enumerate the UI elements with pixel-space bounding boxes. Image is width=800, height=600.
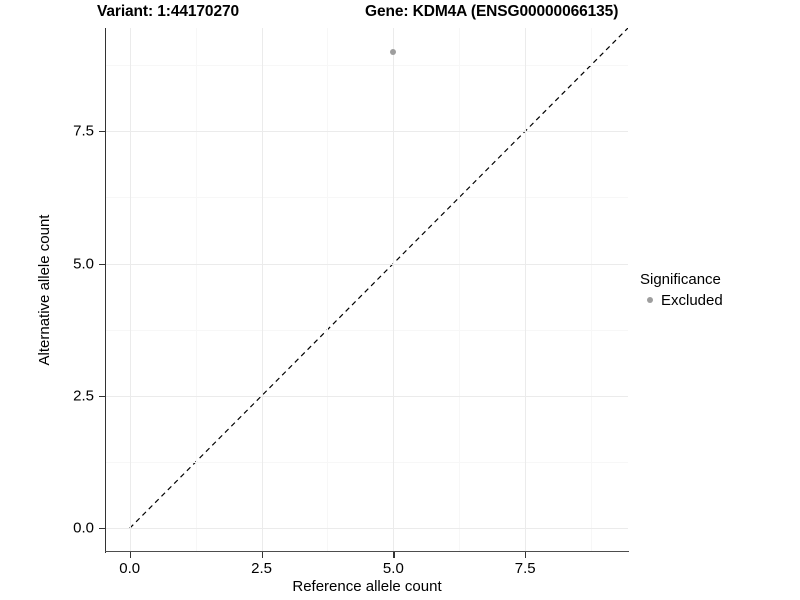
variant-title: Variant: 1:44170270 — [97, 3, 240, 20]
plot-panel — [106, 28, 628, 552]
y-axis-tick — [99, 263, 105, 265]
legend-swatch-icon — [640, 290, 660, 310]
gridline-horizontal-major — [106, 395, 628, 397]
gridline-horizontal-minor — [106, 65, 628, 67]
gridline-vertical-minor — [591, 28, 593, 552]
y-axis-tick — [99, 528, 105, 530]
x-axis-tick — [525, 552, 527, 558]
legend: Significance Excluded — [640, 271, 800, 310]
gridline-horizontal-minor — [106, 197, 628, 199]
gridline-vertical-major — [129, 28, 131, 552]
legend-entry-label: Excluded — [661, 291, 723, 309]
x-axis-tick-label: 0.0 — [119, 560, 141, 577]
plot-title-row: Variant: 1:44170270 Gene: KDM4A (ENSG000… — [0, 3, 710, 23]
y-axis-tick — [99, 131, 105, 133]
y-axis-tick-label: 2.5 — [73, 387, 94, 405]
gridline-vertical-major — [393, 28, 395, 552]
gridline-horizontal-major — [106, 131, 628, 133]
x-axis-tick — [129, 552, 131, 558]
identity-reference-line — [129, 28, 628, 529]
x-axis-label: Reference allele count — [292, 578, 442, 595]
gene-title: Gene: KDM4A (ENSG00000066135) — [365, 3, 619, 20]
x-axis-tick-label: 5.0 — [382, 560, 404, 577]
gridline-vertical-major — [525, 28, 527, 552]
y-axis-tick-label: 0.0 — [73, 519, 94, 537]
gridline-vertical-minor — [195, 28, 197, 552]
x-axis-line — [105, 551, 629, 553]
gridline-horizontal-major — [106, 528, 628, 530]
gridline-horizontal-major — [106, 263, 628, 265]
y-axis-tick-label: 7.5 — [73, 122, 94, 140]
gridline-vertical-minor — [327, 28, 329, 552]
x-axis-tick-label: 2.5 — [251, 560, 272, 577]
y-axis-tick-label: 5.0 — [73, 255, 94, 273]
legend-entry[interactable]: Excluded — [640, 290, 800, 310]
gridline-horizontal-minor — [106, 462, 628, 464]
x-axis-tick — [393, 552, 395, 558]
gridline-vertical-major — [261, 28, 263, 552]
gridline-horizontal-minor — [106, 329, 628, 331]
legend-items: Excluded — [640, 290, 800, 310]
gridline-vertical-minor — [459, 28, 461, 552]
x-axis-tick — [261, 552, 263, 558]
data-point — [390, 48, 397, 55]
legend-title: Significance — [640, 271, 721, 288]
y-axis-tick — [99, 395, 105, 398]
y-axis-label: Alternative allele count — [36, 214, 53, 366]
x-axis-tick-label: 7.5 — [514, 560, 536, 577]
y-axis-line — [105, 28, 107, 553]
